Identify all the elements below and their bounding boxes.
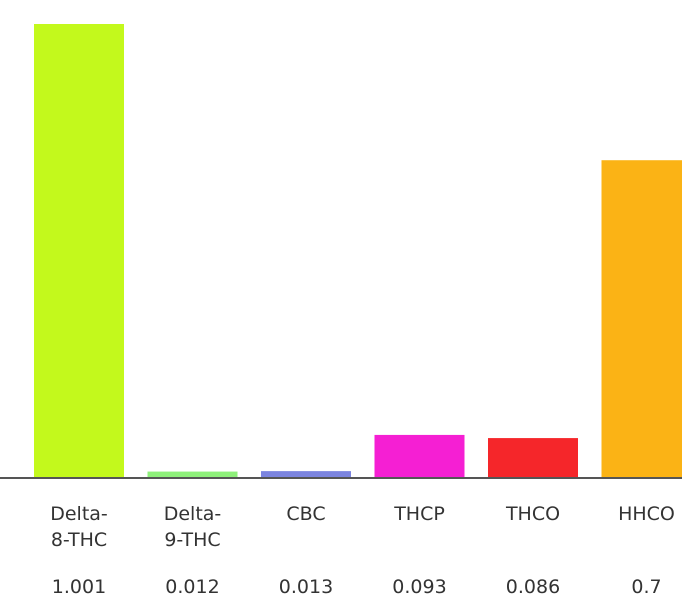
bar-0	[34, 24, 124, 477]
value-labels-group: 1.001 0.012 0.013 0.093 0.086 0.7	[52, 576, 662, 598]
category-label-line: CBC	[286, 503, 325, 525]
category-label-line: Delta-	[50, 503, 108, 525]
category-label-0: Delta- 8-THC	[50, 503, 108, 551]
category-labels-group: Delta- 8-THC Delta- 9-THC CBC THCP THCO HHCO	[50, 503, 675, 551]
category-label-line: 9-THC	[164, 529, 220, 551]
value-label-1: 0.012	[165, 576, 219, 598]
category-label-line: HHCO	[618, 503, 675, 525]
bar-3	[374, 434, 465, 477]
bar-2	[261, 471, 351, 477]
bars-group	[34, 24, 682, 477]
value-label-4: 0.086	[506, 576, 560, 598]
category-label-2: CBC	[286, 503, 325, 525]
bar-5	[601, 160, 682, 477]
category-label-3: THCP	[393, 503, 445, 525]
category-label-line: Delta-	[164, 503, 222, 525]
category-label-4: THCO	[505, 503, 560, 525]
category-label-line: THCO	[505, 503, 560, 525]
bar-1	[147, 471, 238, 477]
bar-4	[488, 438, 578, 477]
value-label-0: 1.001	[52, 576, 106, 598]
value-label-2: 0.013	[279, 576, 333, 598]
category-label-5: HHCO	[618, 503, 675, 525]
category-label-1: Delta- 9-THC	[164, 503, 222, 551]
value-label-5: 0.7	[631, 576, 661, 598]
category-label-line: THCP	[393, 503, 445, 525]
category-label-line: 8-THC	[51, 529, 107, 551]
value-label-3: 0.093	[392, 576, 446, 598]
